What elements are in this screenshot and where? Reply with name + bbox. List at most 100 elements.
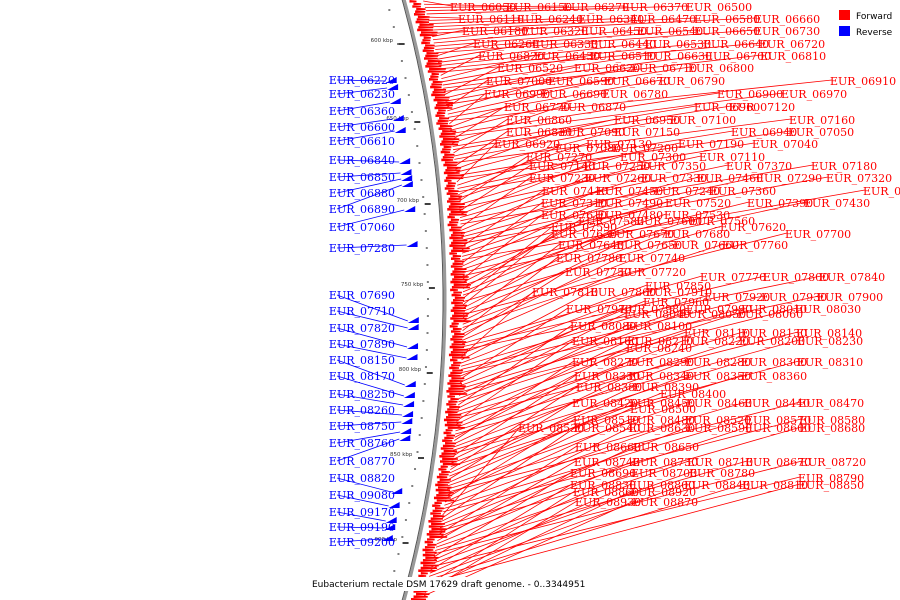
- forward-gene-label: EUR_08040: [624, 308, 690, 321]
- forward-gene-label: EUR_07130: [586, 138, 652, 151]
- forward-gene-glyph: [442, 148, 451, 151]
- forward-gene-glyph: [437, 119, 449, 123]
- forward-gene-glyph: [409, 0, 417, 3]
- forward-gene-glyph: [449, 236, 464, 240]
- forward-gene-glyph: [450, 309, 465, 312]
- forward-gene-glyph: [452, 278, 468, 281]
- forward-gene-label: EUR_07300: [620, 151, 686, 164]
- forward-gene-glyph: [452, 299, 464, 302]
- reverse-leader-line: [336, 511, 386, 522]
- reverse-gene-glyph: [394, 127, 406, 133]
- forward-gene-label: EUR_07620: [720, 221, 786, 234]
- forward-gene-glyph: [439, 455, 455, 458]
- forward-gene-glyph: [420, 561, 436, 565]
- reverse-gene-glyph: [406, 241, 418, 247]
- reverse-leader-line: [336, 101, 390, 112]
- forward-leader-line: [437, 445, 636, 538]
- forward-gene-glyph: [449, 213, 467, 216]
- forward-gene-glyph: [452, 247, 470, 250]
- forward-gene-glyph: [442, 439, 453, 442]
- forward-leader-line: [449, 385, 636, 474]
- forward-gene-glyph: [448, 400, 458, 403]
- reverse-gene-glyph: [404, 381, 416, 387]
- reverse-leader-line: [336, 343, 407, 359]
- forward-gene-label: EUR_08690: [570, 467, 636, 480]
- forward-gene-label: EUR_06660: [754, 13, 820, 26]
- tick-label: 850 kbp: [390, 452, 413, 458]
- forward-gene-label: EUR_08870: [632, 496, 698, 509]
- forward-gene-glyph: [425, 556, 439, 559]
- forward-gene-glyph: [446, 200, 461, 203]
- forward-gene-glyph: [419, 23, 434, 26]
- reverse-gene-glyph: [392, 115, 404, 121]
- forward-gene-glyph: [452, 270, 466, 273]
- forward-gene-glyph: [450, 265, 463, 268]
- tick-label: 800 kbp: [399, 367, 422, 373]
- forward-leader-line: [438, 445, 578, 535]
- forward-gene-label: EUR_06450: [581, 25, 647, 38]
- legend-label-reverse: Reverse: [856, 28, 893, 38]
- reverse-gene-glyph: [401, 418, 413, 424]
- forward-gene-glyph: [450, 384, 466, 388]
- forward-gene-glyph: [443, 163, 457, 167]
- forward-gene-glyph: [423, 46, 435, 50]
- forward-gene-glyph: [451, 364, 461, 367]
- forward-gene-glyph: [443, 449, 458, 453]
- forward-gene-glyph: [439, 117, 450, 120]
- forward-gene-label: EUR_06580: [694, 13, 760, 26]
- forward-leader-line: [435, 29, 757, 54]
- forward-gene-glyph: [439, 135, 455, 138]
- forward-leader-line: [424, 5, 566, 8]
- reverse-leader-line: [336, 409, 403, 416]
- forward-gene-glyph: [450, 210, 468, 214]
- forward-gene-glyph: [428, 78, 438, 81]
- forward-leader-line: [462, 213, 544, 280]
- forward-leader-line: [457, 142, 681, 189]
- forward-swatch: [839, 10, 850, 20]
- forward-gene-label: EUR_06430: [534, 50, 600, 63]
- forward-leader-line: [457, 331, 687, 412]
- forward-leader-line: [462, 201, 668, 270]
- forward-gene-glyph: [444, 423, 462, 427]
- forward-gene-glyph: [432, 91, 446, 94]
- forward-gene-label: EUR_08420: [572, 397, 638, 410]
- forward-leader-line: [452, 105, 697, 147]
- forward-leader-line: [437, 42, 535, 60]
- forward-gene-label: EUR_06630: [646, 50, 712, 63]
- forward-gene-label: EUR_08290: [628, 356, 694, 369]
- forward-gene-label: EUR_07260: [585, 172, 651, 185]
- forward-gene-glyph: [450, 317, 467, 320]
- forward-leader-line: [457, 142, 755, 193]
- forward-gene-label: EUR_08010: [741, 303, 807, 316]
- forward-gene-glyph: [447, 223, 458, 227]
- forward-gene-label: EUR_08030: [795, 303, 861, 316]
- forward-gene-glyph: [418, 574, 427, 578]
- forward-leader-line: [462, 243, 676, 325]
- reverse-gene-glyph: [400, 428, 412, 434]
- forward-leader-line: [459, 307, 689, 387]
- forward-gene-label: EUR_07630: [551, 228, 617, 241]
- forward-leader-line: [448, 401, 632, 483]
- forward-gene-glyph: [433, 514, 445, 518]
- forward-leader-line: [441, 426, 577, 519]
- forward-gene-glyph: [452, 306, 466, 310]
- forward-leader-line: [458, 312, 683, 399]
- forward-gene-glyph: [453, 319, 471, 323]
- forward-gene-label: EUR_07200: [612, 142, 678, 155]
- forward-leader-line: [460, 295, 820, 374]
- forward-leader-line: [457, 324, 629, 409]
- forward-gene-label: EUR_07090: [559, 126, 625, 139]
- forward-leader-line: [453, 105, 732, 151]
- forward-gene-label: EUR_08680: [799, 422, 865, 435]
- forward-gene-glyph: [440, 465, 448, 468]
- forward-gene-glyph: [417, 15, 430, 19]
- legend: Forward Reverse: [839, 10, 893, 38]
- forward-gene-label: EUR_07080: [555, 142, 621, 155]
- forward-leader-line: [444, 66, 500, 96]
- forward-gene-glyph: [447, 215, 455, 219]
- reverse-leader-line: [336, 538, 382, 543]
- forward-gene-label: EUR_07400: [863, 185, 900, 198]
- reverse-gene-glyph: [401, 181, 413, 187]
- forward-leader-line: [461, 176, 829, 244]
- forward-leader-line: [455, 130, 617, 173]
